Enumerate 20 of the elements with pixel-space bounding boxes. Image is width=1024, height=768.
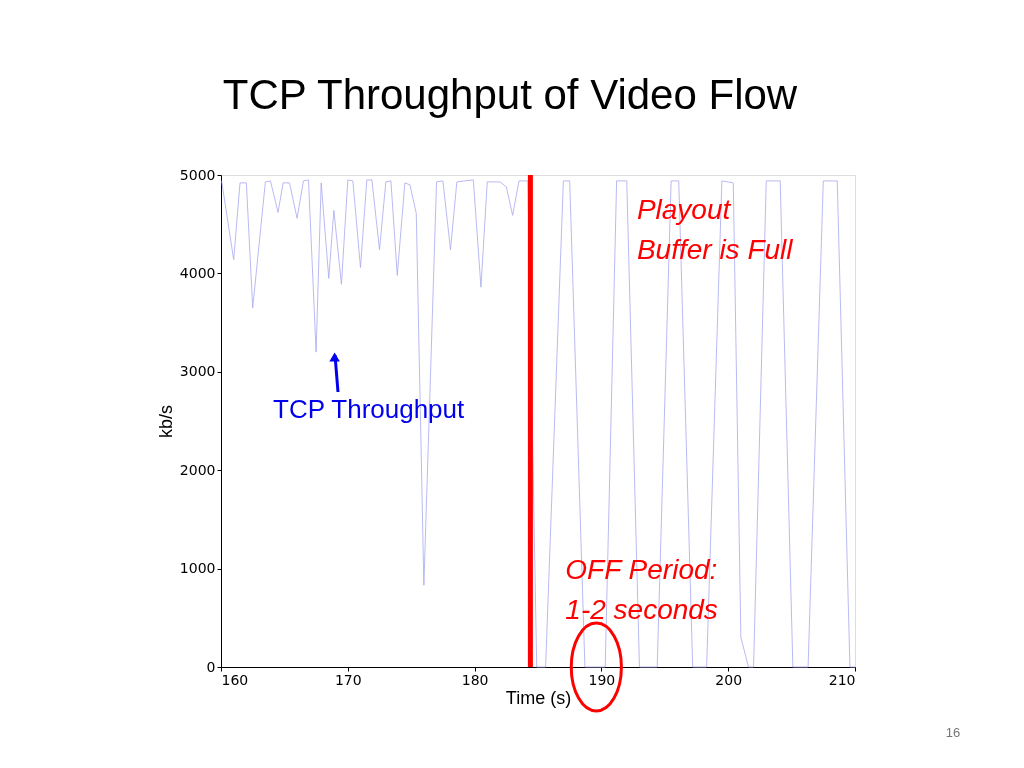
x-axis-title: Time (s) [505, 687, 572, 708]
annotation: OFF Period: 1-2 seconds [565, 554, 718, 625]
x-tick-label: 190 [588, 671, 616, 688]
chart-title: TCP Throughput of Video Flow [222, 71, 798, 118]
y-tick-label: 4000 [179, 264, 216, 281]
x-tick-label: 160 [221, 671, 249, 688]
y-tick-label: 3000 [179, 363, 216, 380]
x-tick-label: 200 [715, 671, 743, 688]
x-tick-label: 170 [334, 671, 362, 688]
annotation: TCP Throughput [273, 394, 466, 424]
y-tick-label: 2000 [179, 461, 216, 478]
ref-line-label: Playout Buffer is Full [636, 194, 794, 265]
x-tick-label: 210 [828, 671, 856, 688]
y-tick-label: 0 [206, 658, 216, 675]
x-tick-label: 180 [461, 671, 489, 688]
line-series [221, 179, 856, 668]
y-tick-label: 1000 [179, 560, 216, 577]
text: 16 [945, 725, 961, 740]
y-tick-label: 5000 [179, 166, 216, 183]
y-axis-title: kb/s [155, 404, 176, 439]
